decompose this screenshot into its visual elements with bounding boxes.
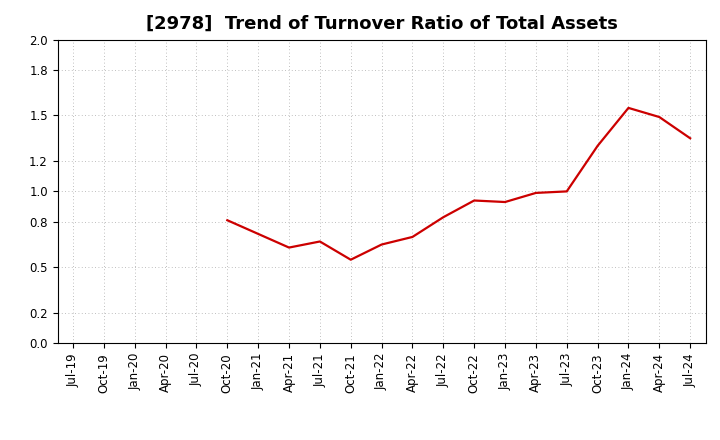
Title: [2978]  Trend of Turnover Ratio of Total Assets: [2978] Trend of Turnover Ratio of Total … — [145, 15, 618, 33]
